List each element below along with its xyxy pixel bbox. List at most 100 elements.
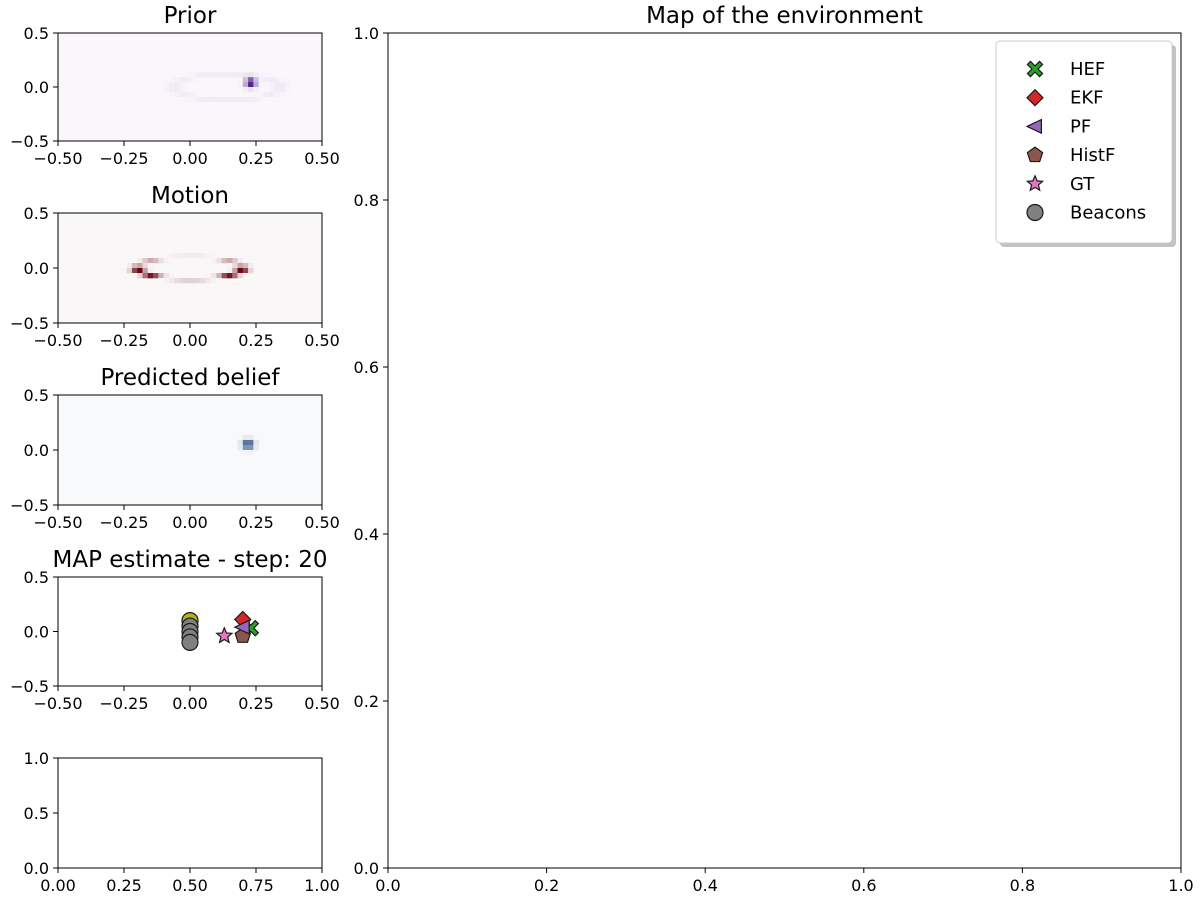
- legend-label-ekf: EKF: [1070, 88, 1104, 109]
- heatmap-cell: [274, 91, 281, 98]
- x-tick-label: −0.50: [33, 149, 82, 168]
- heatmap-cell: [137, 273, 143, 279]
- heatmap-cell: [237, 82, 244, 88]
- heatmap-cell: [263, 91, 270, 98]
- heatmap-cell: [237, 258, 244, 264]
- heatmap-cell: [232, 258, 238, 264]
- heatmap-cell: [163, 253, 170, 259]
- heatmap-cell: [137, 263, 143, 269]
- heatmap-cell: [168, 91, 175, 98]
- heatmap-cell: [242, 273, 249, 279]
- heatmap-cell: [248, 440, 254, 446]
- y-tick-label: 0.5: [24, 24, 49, 43]
- x-tick-label: 0.00: [172, 694, 208, 713]
- x-tick-label: 0.75: [238, 876, 274, 895]
- heatmap-cell: [232, 72, 238, 78]
- heatmap-cell: [216, 273, 222, 279]
- y-tick-label: 1.0: [24, 749, 49, 768]
- pf-point: [233, 619, 250, 635]
- x-tick-label: 0.50: [304, 694, 340, 713]
- heatmap-cell: [200, 278, 207, 284]
- heatmap-cell: [216, 96, 222, 103]
- x-tick-label: −0.25: [99, 331, 148, 350]
- heatmap-cell: [174, 87, 180, 93]
- heatmap-cell: [200, 96, 207, 103]
- heatmap-cell: [248, 450, 254, 456]
- heatmap-cell: [253, 72, 259, 78]
- heatmap-cell: [205, 258, 212, 264]
- series-gt: [215, 626, 234, 644]
- legend-label-histf: HistF: [1070, 145, 1115, 166]
- heatmap-cell: [221, 258, 228, 264]
- heatmap-cell: [205, 278, 212, 284]
- heatmap-cell: [269, 77, 275, 83]
- heatmap-cell: [226, 72, 233, 78]
- heatmap-cell: [258, 72, 265, 78]
- heatmap-cell: [242, 72, 249, 78]
- heatmap-cell: [179, 77, 186, 83]
- heatmap-cell: [248, 87, 254, 93]
- heatmap-cell: [253, 435, 259, 441]
- x-tick-label: −0.50: [33, 513, 82, 532]
- heatmap-cell: [237, 435, 244, 441]
- x-tick-label: 0.00: [172, 331, 208, 350]
- legend-box: [995, 40, 1173, 244]
- legend-marker-gt: [1025, 174, 1045, 192]
- x-tick-label: 0.50: [172, 876, 208, 895]
- heatmap-cell: [258, 82, 265, 88]
- heatmap-cell: [179, 278, 186, 284]
- heatmap-cell: [211, 72, 217, 78]
- heatmap-cell: [237, 268, 244, 274]
- heatmap-cell: [195, 72, 201, 78]
- heatmap-cell: [131, 273, 138, 279]
- legend-label-gt: GT: [1070, 174, 1095, 195]
- heatmap-cell: [142, 268, 149, 274]
- heatmap-cell: [285, 82, 291, 88]
- heatmap-cell: [147, 258, 154, 264]
- heatmap-cell: [248, 77, 254, 83]
- heatmap-cell: [263, 87, 270, 93]
- heatmap-cell: [184, 77, 191, 83]
- heatmap-cell: [253, 440, 259, 446]
- legend-marker-pf: [1025, 118, 1043, 135]
- heatmap-cell: [274, 82, 281, 88]
- heatmap-cell: [269, 91, 275, 98]
- y-tick-label: 0.5: [24, 804, 49, 823]
- heatmap-cell: [179, 82, 186, 88]
- heatmap-cell: [237, 72, 244, 78]
- heatmap-cell: [147, 263, 154, 269]
- heatmap-cell: [190, 96, 196, 103]
- heatmap-cell: [190, 72, 196, 78]
- heatmap-cell: [221, 273, 228, 279]
- heatmap-cell: [248, 82, 254, 88]
- heatmap-cell: [158, 278, 164, 284]
- heatmap-cell: [190, 91, 196, 98]
- heatmap-cell: [242, 435, 249, 441]
- heatmap-cell: [190, 278, 196, 284]
- y-tick-label: 0.2: [354, 692, 379, 711]
- heatmap-cell: [179, 253, 186, 259]
- heatmap-cell: [184, 278, 191, 284]
- y-tick-label: 0.0: [24, 859, 49, 878]
- heatmap-cell: [174, 82, 180, 88]
- x-tick-label: 0.00: [172, 149, 208, 168]
- heatmap-cell: [242, 440, 249, 446]
- x-tick-label: 0.25: [238, 149, 274, 168]
- legend-marker-histf: [1026, 146, 1044, 163]
- heatmap-cell: [253, 268, 259, 274]
- heatmap-cell: [237, 96, 244, 103]
- heatmap-cell: [237, 263, 244, 269]
- heatmap-cell: [126, 268, 133, 274]
- heatmap-cell: [121, 268, 127, 274]
- heatmap-cell: [248, 96, 254, 103]
- heatmap-cell: [211, 96, 217, 103]
- y-tick-label: 0.0: [24, 441, 49, 460]
- heatmap-cell: [211, 253, 217, 259]
- heatmap-cell: [137, 258, 143, 264]
- heatmap-cell: [242, 268, 249, 274]
- heatmap-cell: [142, 273, 149, 279]
- axes-motion: −0.50 −0.25 0.00 0.25 0.50 0.5 0.0 −0.5 Motion: [10, 183, 340, 350]
- y-tick-label: 0.0: [354, 859, 379, 878]
- heatmap-cell: [174, 77, 180, 83]
